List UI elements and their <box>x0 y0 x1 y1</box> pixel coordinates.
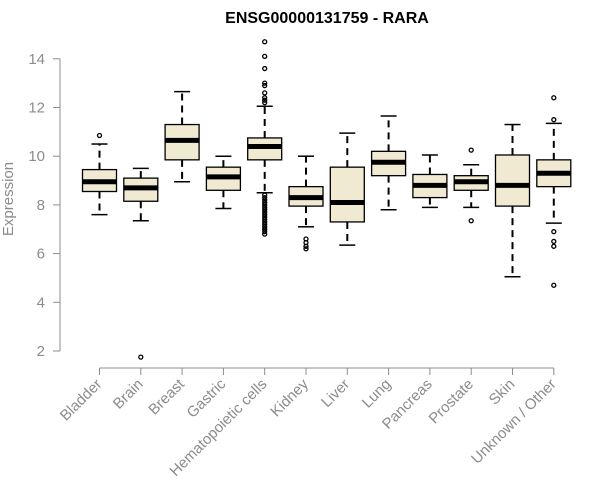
outlier-point <box>551 229 557 235</box>
outlier-point <box>262 224 268 230</box>
y-axis: 2 4 6 8 10 12 14 <box>28 51 61 360</box>
outlier-point <box>303 243 309 249</box>
outlier-point <box>262 204 268 210</box>
outlier-point <box>262 53 268 60</box>
category-label: Skin <box>486 376 519 409</box>
box-group <box>453 147 489 224</box>
y-tick-label: 10 <box>28 148 45 165</box>
category-label: Breast <box>145 375 188 418</box>
box-group <box>494 123 531 278</box>
box-iqr <box>494 154 531 207</box>
outlier-point <box>551 95 557 101</box>
outlier-point <box>262 229 268 235</box>
outlier-point <box>262 97 268 103</box>
category-label: Bladder <box>57 376 106 425</box>
box-group <box>81 132 118 216</box>
outlier-point <box>551 243 557 249</box>
outlier-point <box>96 132 103 139</box>
category-label: Prostate <box>425 376 477 428</box>
outlier-point <box>262 207 268 213</box>
y-tick-label: 8 <box>37 197 45 214</box>
outlier-point <box>262 90 268 96</box>
y-tick-label: 2 <box>37 343 45 360</box>
outlier-point <box>551 282 557 288</box>
box-group <box>123 167 159 360</box>
outlier-point <box>262 82 268 89</box>
outlier-point <box>262 192 268 198</box>
outlier-point <box>262 214 268 220</box>
box-group <box>370 115 407 211</box>
outlier-point <box>262 95 268 101</box>
outlier-point <box>468 218 474 224</box>
y-tick-label: 12 <box>28 100 45 117</box>
y-tick-label: 6 <box>37 246 45 263</box>
box-iqr <box>329 166 365 223</box>
outlier-point <box>262 80 268 86</box>
plot-area <box>81 39 572 360</box>
y-tick-label: 14 <box>28 51 45 68</box>
outlier-point <box>262 221 268 228</box>
outlier-point <box>262 197 268 203</box>
outlier-point <box>262 99 268 106</box>
outlier-point <box>262 231 268 237</box>
outlier-point <box>262 199 268 206</box>
category-label: Lung <box>359 376 395 412</box>
box-group <box>288 155 324 252</box>
outlier-point <box>262 226 268 232</box>
box-group <box>536 95 572 288</box>
outlier-point <box>262 211 268 218</box>
outlier-point <box>262 219 268 225</box>
box-group <box>412 154 448 209</box>
outlier-point <box>262 209 268 215</box>
outlier-point <box>551 117 557 123</box>
box-group <box>205 155 242 210</box>
outlier-point <box>138 354 144 360</box>
chart-title: ENSG00000131759 - RARA <box>225 10 429 27</box>
outlier-point <box>551 238 557 245</box>
category-label: Kidney <box>267 375 312 420</box>
outlier-point <box>262 216 268 223</box>
box-group <box>329 132 365 246</box>
outlier-point <box>303 246 309 252</box>
outlier-point <box>468 147 474 153</box>
outlier-point <box>262 202 268 208</box>
outlier-point <box>262 194 268 201</box>
y-tick-label: 4 <box>37 294 45 311</box>
outlier-point <box>262 65 268 72</box>
box-group <box>164 90 200 183</box>
outlier-point <box>262 39 268 45</box>
category-label: Liver <box>318 376 353 411</box>
category-label: Brain <box>110 376 147 413</box>
y-axis-label: Expression <box>0 162 17 236</box>
box-group <box>247 39 283 237</box>
